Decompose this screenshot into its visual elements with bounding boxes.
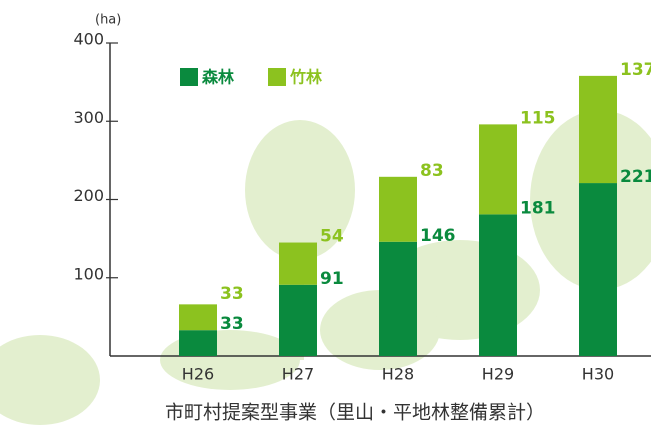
chart-title: 市町村提案型事業（里山・平地林整備累計） [165,402,545,424]
y-tick-label: 400 [73,30,104,49]
x-tick-label: H28 [382,365,414,384]
data-label: 115 [520,108,556,128]
data-label: 91 [320,269,344,289]
y-axis-label: (ha) [95,13,121,28]
bar-segment [579,183,617,356]
legend-swatch [180,68,198,86]
legend-swatch [268,68,286,86]
data-label: 83 [420,161,444,181]
data-label: 54 [320,227,344,247]
bar-segment [279,284,317,356]
data-label: 221 [620,167,651,187]
data-label: 33 [220,284,244,304]
bar-segment [479,214,517,356]
y-tick-label: 200 [73,186,104,205]
x-tick-label: H29 [482,365,514,384]
y-tick-label: 100 [73,264,104,283]
bar-segment [379,176,417,242]
x-tick-label: H27 [282,365,314,384]
data-label: 146 [420,226,456,246]
legend-label: 森林 [202,68,234,87]
bar-segment [379,241,417,356]
x-tick-label: H26 [182,365,214,384]
x-tick-label: H30 [582,365,614,384]
bar-segment [179,304,217,331]
data-label: 181 [520,198,556,218]
y-tick-label: 300 [73,108,104,127]
bar-segment [279,242,317,285]
bar-segment [179,330,217,356]
data-label: 137 [620,60,651,80]
bar-segment [479,124,517,215]
data-label: 33 [220,314,244,334]
bar-segment [579,75,617,184]
legend-label: 竹林 [289,68,322,87]
